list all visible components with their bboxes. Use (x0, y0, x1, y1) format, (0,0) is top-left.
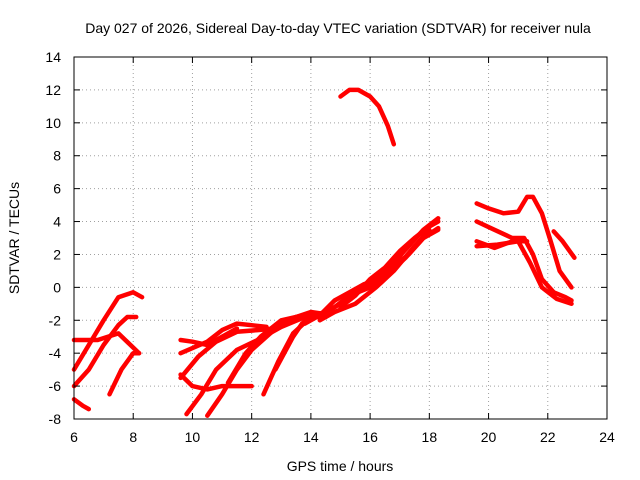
series-line-s21 (474, 219, 574, 303)
series-line-s3 (71, 331, 142, 356)
x-tick-label: 6 (70, 429, 78, 445)
series-line-s20 (474, 194, 574, 290)
series-line-s9 (178, 372, 254, 392)
y-tick-label: 14 (45, 49, 61, 65)
series-line-s6 (178, 326, 240, 348)
x-tick-label: 22 (540, 429, 556, 445)
x-tick-label: 12 (244, 429, 260, 445)
x-tick-label: 10 (185, 429, 201, 445)
y-axis-label: SDTVAR / TECUs (6, 182, 22, 294)
chart-title: Day 027 of 2026, Sidereal Day-to-day VTE… (85, 20, 591, 36)
series-line-s5 (71, 397, 92, 412)
y-tick-label: 12 (45, 82, 61, 98)
x-tick-label: 14 (303, 429, 319, 445)
x-axis-label: GPS time / hours (287, 458, 394, 474)
x-tick-label: 8 (129, 429, 137, 445)
y-tick-label: 6 (53, 181, 61, 197)
series-line-s19 (338, 87, 397, 147)
y-tick-label: 8 (53, 148, 61, 164)
y-tick-label: 2 (53, 246, 61, 262)
x-tick-label: 20 (481, 429, 497, 445)
x-tick-label: 16 (362, 429, 378, 445)
plot-frame (73, 56, 608, 420)
series-line-s1 (71, 290, 145, 372)
y-tick-label: 4 (53, 214, 61, 230)
x-tick-label: 24 (599, 429, 615, 445)
y-tick-label: -8 (49, 411, 62, 427)
series-line-s7 (178, 321, 269, 356)
x-tick-label: 18 (422, 429, 438, 445)
y-tick-label: 0 (53, 279, 61, 295)
series-line-s18 (338, 219, 441, 310)
y-tick-label: -6 (49, 378, 62, 394)
series-line-s23 (474, 239, 530, 251)
series-group (71, 87, 577, 418)
series-line-s17 (317, 227, 432, 323)
y-tick-label: -2 (49, 312, 62, 328)
grid-lines (74, 57, 607, 419)
y-tick-label: -4 (49, 345, 62, 361)
y-tick-label: 10 (45, 115, 61, 131)
series-line-s4 (107, 350, 142, 397)
series-line-s24 (551, 229, 577, 260)
